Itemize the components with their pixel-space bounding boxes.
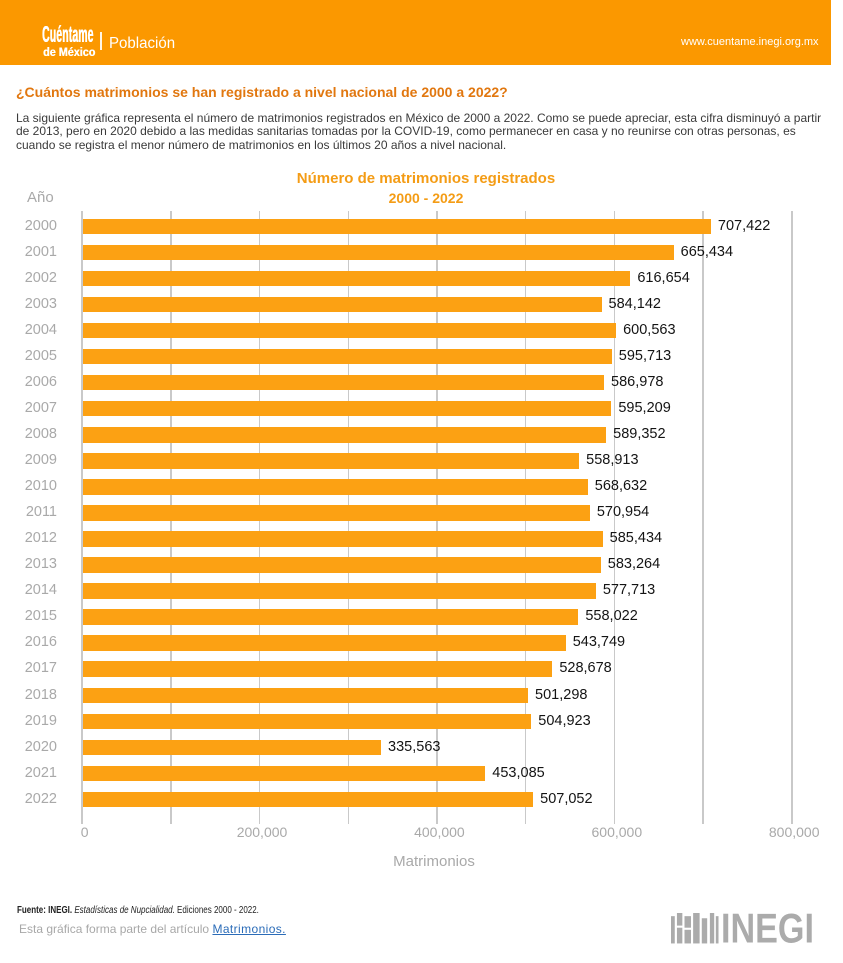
svg-text:INEGI: INEGI — [721, 913, 814, 945]
